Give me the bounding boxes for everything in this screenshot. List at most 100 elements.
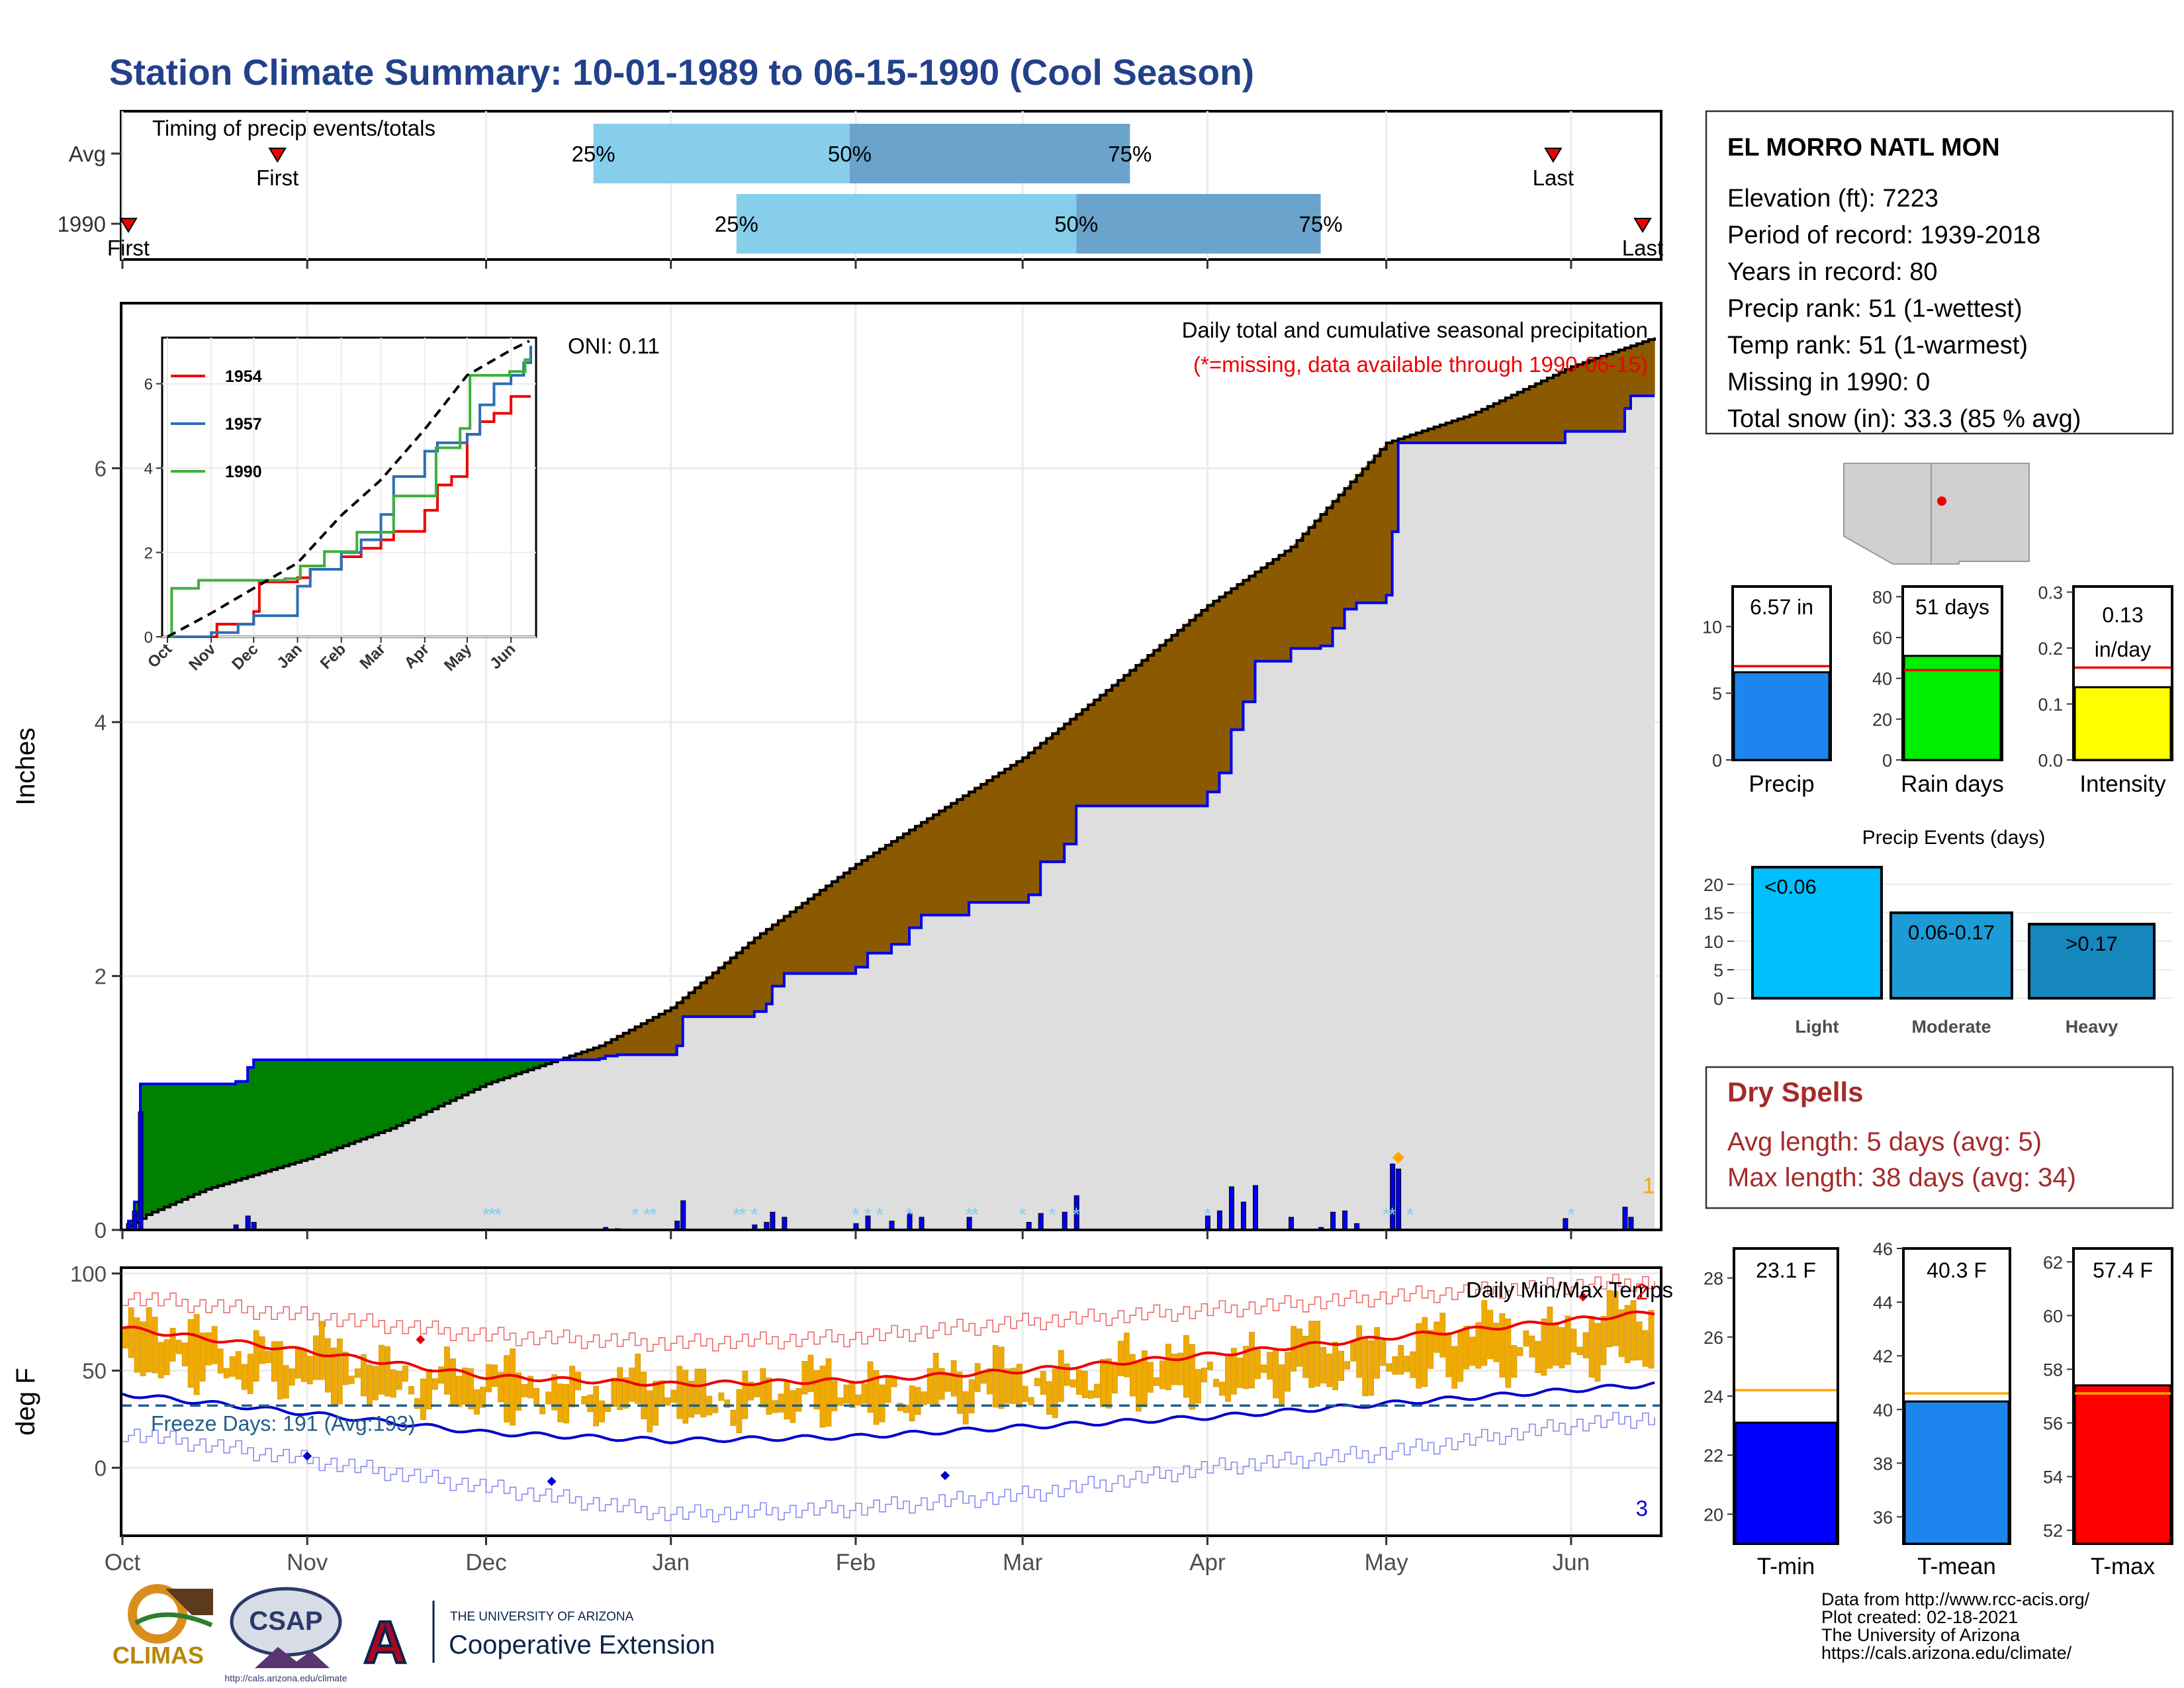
- credit-line: Plot created: 02-18-2021: [1821, 1607, 2018, 1627]
- dry-spells-max: Max length: 38 days (avg: 34): [1727, 1163, 2076, 1192]
- record-temp-marker: [940, 1471, 950, 1481]
- timing-bar-25-50: [736, 194, 1077, 254]
- first-event-marker: [119, 218, 138, 233]
- precip-summary-panel: 0 5 10 6.57 in Precip 0 20 40 60 80 51 days Rain da…: [1702, 583, 2173, 797]
- daily-precip-bar: [674, 1221, 680, 1231]
- climas-wave-icon: [134, 1612, 213, 1628]
- average-cumulative-line: [122, 337, 1656, 1231]
- month-label: May: [1365, 1550, 1409, 1575]
- summary-value-unit: in/day: [2095, 637, 2151, 661]
- summary-y-tick-label: 40: [1872, 669, 1892, 689]
- average-max-temp-line: [122, 1310, 1655, 1387]
- daily-precip-bar: [245, 1215, 251, 1231]
- timing-row-label: Avg: [69, 142, 106, 166]
- temp-summary-bar-t-min: [1734, 1421, 1838, 1545]
- station-info-line: Period of record: 1939-2018: [1727, 222, 2040, 250]
- summary-y-tick-label: 10: [1702, 617, 1722, 637]
- event-category-label: Moderate: [1911, 1017, 1991, 1037]
- station-info-line: Total snow (in): 33.3 (85 % avg): [1727, 405, 2081, 433]
- deficit-area: [125, 338, 1655, 1230]
- arizona-shape: [1843, 463, 1932, 565]
- temp-summary-label: T-mean: [1917, 1554, 1996, 1579]
- inset-legend-label: 1990: [225, 463, 262, 481]
- temp-y-axis-label: deg F: [11, 1368, 40, 1435]
- new-mexico-shape: [1931, 463, 2030, 565]
- summary-value-label: 6.57 in: [1750, 595, 1813, 619]
- snow-marker: *: [488, 1204, 496, 1226]
- month-label: Jan: [652, 1550, 689, 1575]
- timing-quantile-label: 25%: [715, 212, 758, 236]
- daily-precip-bar: [1240, 1201, 1246, 1231]
- daily-precip-bar: [1342, 1210, 1348, 1231]
- record-min-line: [122, 1411, 1655, 1523]
- summary-y-tick-label: 20: [1872, 710, 1892, 729]
- station-info-line: Precip rank: 51 (1-wettest): [1727, 295, 2023, 323]
- main-y-axis-label: Inches: [11, 727, 40, 806]
- snow-marker: *: [494, 1204, 502, 1226]
- daily-precip-bar: [1628, 1217, 1634, 1231]
- temp-summary-y-tick-label: 24: [1704, 1387, 1723, 1407]
- summary-bar-label: Rain days: [1901, 771, 2004, 797]
- temp-y-tick-label: 100: [70, 1262, 107, 1286]
- timing-quantile-label: 50%: [1054, 212, 1098, 236]
- temp-summary-bar-t-mean: [1903, 1400, 2010, 1545]
- inset-y-tick-label: 6: [144, 376, 153, 394]
- csap-mountain-icon: [255, 1647, 330, 1668]
- main-y-tick-label: 4: [95, 710, 107, 735]
- station-box: [1705, 110, 2174, 435]
- summary-y-tick-label: 0: [1712, 751, 1722, 771]
- timing-quantile-label: 75%: [1299, 212, 1343, 236]
- snow-marker: *: [905, 1204, 913, 1226]
- timing-title: Timing of precip events/totals: [152, 116, 435, 140]
- temp-y-tick-label: 0: [95, 1456, 107, 1480]
- summary-value-label: 51 days: [1915, 595, 1989, 619]
- temp-summary-y-tick-label: 44: [1873, 1293, 1893, 1313]
- inset-average-line: [167, 340, 530, 638]
- summary-y-tick-label: 0.0: [2038, 751, 2063, 771]
- temp-summary-y-tick-label: 60: [2043, 1306, 2063, 1326]
- snow-marker: *: [965, 1204, 973, 1226]
- temp-summary-value: 57.4 F: [2093, 1258, 2153, 1282]
- snow-marker: *: [852, 1204, 860, 1226]
- inset-legend-label: 1954: [225, 367, 262, 386]
- freeze-days-label: Freeze Days: 191 (Avg:193): [151, 1411, 416, 1435]
- timing-quantile-label: 25%: [572, 142, 615, 166]
- temperature-panel: Freeze Days: 191 (Avg:193) Daily Min/Max …: [11, 1262, 1673, 1575]
- oni-label: ONI: 0.11: [568, 334, 660, 358]
- snow-marker: *: [643, 1204, 651, 1226]
- month-label: Oct: [105, 1550, 141, 1575]
- temp-summary-y-tick-label: 46: [1873, 1239, 1893, 1259]
- summary-bar-intensity: [2073, 686, 2172, 761]
- summary-y-tick-label: 80: [1872, 587, 1892, 607]
- events-title: Precip Events (days): [1862, 827, 2046, 849]
- daily-precip-bar: [1038, 1213, 1044, 1231]
- summary-y-tick-label: 0.2: [2038, 639, 2063, 659]
- daily-precip-bar: [680, 1200, 686, 1231]
- precip-events-panel: Precip Events (days) <0.06 Light 0.06-0.17 M…: [1704, 827, 2172, 1037]
- first-event-marker: [268, 148, 287, 163]
- daily-temp-range-bars: [122, 1290, 1655, 1433]
- season-cumulative-line: [122, 395, 1655, 1231]
- last-event-label: Last: [1622, 236, 1663, 260]
- temp-summary-y-tick-label: 52: [2043, 1521, 2063, 1541]
- snow-marker: *: [631, 1204, 639, 1226]
- month-label: Apr: [1189, 1550, 1226, 1575]
- main-chart-title: Daily total and cumulative seasonal prec…: [1182, 318, 1648, 342]
- summary-y-tick-label: 0.3: [2038, 583, 2063, 602]
- ua-big-text: Cooperative Extension: [449, 1630, 715, 1660]
- inset-series-line-1990: [167, 358, 531, 638]
- snow-marker: *: [1048, 1204, 1056, 1226]
- timing-bar-25-50: [593, 124, 850, 183]
- temp-y-tick-label: 50: [82, 1359, 107, 1383]
- station-info-line: Temp rank: 51 (1-warmest): [1727, 332, 2028, 359]
- snow-marker: *: [733, 1204, 741, 1226]
- location-map: [1840, 460, 2032, 566]
- station-info-line: Missing in 1990: 0: [1727, 369, 1930, 397]
- event-bar-moderate: [1889, 911, 2013, 1000]
- temp-summary-y-tick-label: 26: [1704, 1328, 1723, 1348]
- daily-precip-bar: [132, 1210, 138, 1231]
- timing-panel: Timing of precip events/totals Avg 25% 50% 7…: [58, 110, 1663, 269]
- temp-summary-value: 40.3 F: [1927, 1258, 1987, 1282]
- summary-y-tick-label: 60: [1872, 628, 1892, 648]
